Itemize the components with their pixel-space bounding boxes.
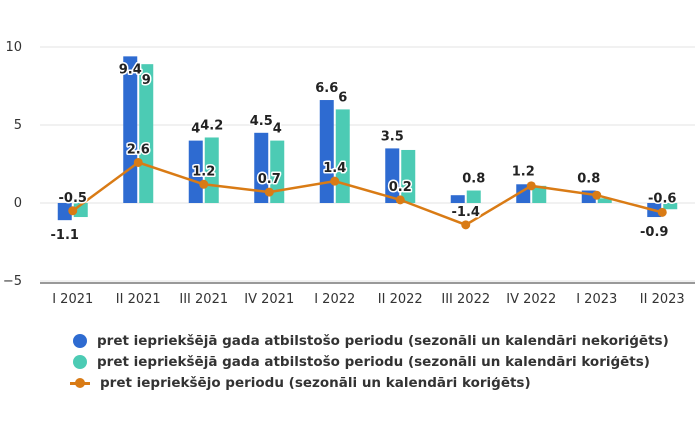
bar-series-2 (401, 149, 416, 203)
data-label-bar-1: 4 (191, 122, 200, 137)
data-label-line: 1.2 (192, 164, 215, 179)
line-point (68, 206, 78, 216)
data-label-bar-2: 4 (273, 122, 282, 137)
data-label-bar-2: 9 (142, 73, 151, 88)
x-tick-label: I 2022 (314, 292, 355, 307)
data-label-bar-1: 0.8 (577, 172, 600, 187)
bar-series-1 (450, 195, 465, 203)
data-label-line: 2.6 (127, 142, 150, 157)
line-point (657, 207, 667, 217)
line-point (592, 190, 602, 200)
data-label-line: 1.4 (323, 161, 346, 176)
data-label-bar-2: 6 (338, 90, 347, 105)
y-tick-label: −5 (3, 274, 22, 289)
x-tick-label: I 2021 (52, 292, 93, 307)
line-point (330, 176, 340, 186)
data-label-line: -0.5 (59, 191, 87, 206)
legend-item-korigets[interactable]: pret iepriekšējā gada atbilstošo periodu… (70, 351, 669, 372)
legend-item-nekorigets[interactable]: pret iepriekšējā gada atbilstošo periodu… (70, 330, 669, 351)
bar-series-2 (663, 203, 678, 210)
bar-series-1 (319, 100, 334, 203)
legend-swatch-bar-1 (73, 333, 87, 348)
data-label-line: 0.7 (258, 172, 281, 187)
data-label-bar-1: 3.5 (381, 129, 404, 144)
line-point (264, 187, 274, 197)
x-tick-label: II 2021 (116, 292, 161, 307)
legend-swatch-bar-2 (73, 354, 87, 369)
y-tick-label: 10 (5, 40, 22, 55)
data-label-bar-1: 4.5 (250, 114, 273, 129)
line-point (395, 195, 405, 205)
bar-series-1 (188, 140, 203, 203)
data-label-line: 0.2 (389, 180, 412, 195)
legend-label-3: pret iepriekšējo periodu (sezonāli un ka… (100, 374, 531, 391)
line-point (133, 157, 143, 167)
data-label-line: -1.4 (452, 205, 480, 220)
data-label-line: -0.6 (648, 191, 676, 206)
bar-series-2 (532, 185, 547, 203)
x-tick-label: II 2023 (640, 292, 685, 307)
chart-svg: −5 0 5 10 I 2021 II 2021 III 2021 IV 2021 I 2022… (3, 40, 695, 307)
x-tick-label: IV 2021 (244, 292, 294, 307)
bar-series-1 (57, 203, 72, 221)
bar-series-2 (466, 190, 481, 203)
x-tick-label: IV 2022 (506, 292, 556, 307)
legend: pret iepriekšējā gada atbilstošo periodu… (70, 330, 669, 393)
bar-series-1 (254, 132, 269, 203)
x-tick-label: I 2023 (576, 292, 617, 307)
x-tick-label: III 2021 (179, 292, 228, 307)
legend-label-2: pret iepriekšējā gada atbilstošo periodu… (97, 353, 650, 370)
y-tick-label: 5 (14, 118, 22, 133)
data-label-bar-1: 1.2 (512, 164, 535, 179)
data-label-bar-1: 9.4 (119, 62, 142, 77)
bar-series-2 (139, 64, 154, 203)
x-tick-label: III 2022 (441, 292, 490, 307)
line-series (72, 161, 663, 227)
line-point (199, 179, 209, 189)
bar-series-1 (385, 148, 400, 203)
data-label-bar-1: -1.1 (51, 228, 79, 243)
legend-label-1: pret iepriekšējā gada atbilstošo periodu… (97, 332, 669, 349)
data-label-bar-2: 4.2 (200, 118, 223, 133)
legend-swatch-line (70, 376, 90, 390)
data-label-bar-2: 0.8 (462, 172, 485, 187)
bar-series-1 (123, 56, 138, 203)
bar-series-2 (335, 109, 350, 203)
y-tick-label: 0 (14, 196, 22, 211)
line-point (461, 220, 471, 230)
data-label-bar-1: -0.9 (640, 225, 668, 240)
bar-series-2 (270, 140, 285, 203)
bar-series-2 (597, 198, 612, 203)
line-point (526, 181, 536, 191)
x-tick-label: II 2022 (378, 292, 423, 307)
legend-item-iepriekšējo-periodu[interactable]: pret iepriekšējo periodu (sezonāli un ka… (70, 372, 669, 393)
data-label-bar-1: 6.6 (315, 81, 338, 96)
